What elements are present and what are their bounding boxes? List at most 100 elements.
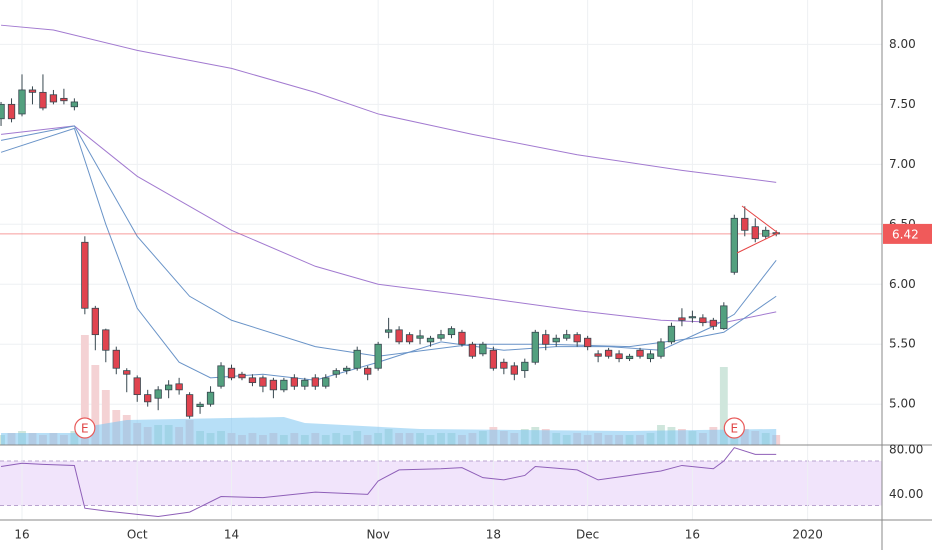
candle-body [573,334,581,343]
x-tick-label: Nov [366,528,389,542]
candle-body [227,367,236,379]
x-tick-label: 14 [224,528,239,542]
y-tick-label: 7.50 [889,97,916,111]
candle-body [7,103,16,120]
candle-body [416,335,424,339]
candle-body [688,316,697,319]
candle-body [144,394,152,403]
candle-body [322,377,330,387]
candle-body [594,353,602,357]
candle-body [563,334,571,339]
x-tick-label: 2020 [792,528,823,542]
candle-body [678,317,686,321]
candle-body [70,101,79,108]
candle-body [762,229,770,237]
volume-bar [80,335,89,445]
candle-body [730,217,738,273]
candle-body [0,103,5,120]
rsi-tick-label: 40.00 [889,487,923,501]
candle-body [625,355,634,360]
candle-body [426,337,435,343]
candle-body [521,361,529,372]
volume-bar [101,390,110,445]
candle-body [447,328,456,336]
candle-body [39,91,47,109]
candle-body [395,329,403,343]
candle-body [154,389,162,399]
candle-body [720,305,728,330]
candle-body [646,353,655,360]
candle-body [49,94,58,103]
candle-body [437,334,445,339]
candle-body [552,337,560,343]
candle-body [217,365,225,387]
y-tick-label: 5.50 [889,337,916,351]
candle-body [81,241,89,309]
candle-body [604,349,613,357]
candle-body [468,343,477,357]
candle-body [196,403,204,408]
earnings-marker [74,417,96,439]
candle-body [332,370,340,375]
candle-body [364,367,372,375]
x-tick-label: Dec [576,528,599,542]
candle-body [489,349,498,369]
candle-body [667,325,676,343]
y-tick-label: 7.00 [889,157,916,171]
volume-ma-area [1,417,777,445]
candle-body [374,343,382,369]
ma-line [1,24,777,183]
candle-body [741,217,749,231]
candle-body [615,353,623,360]
candle-body [102,329,110,351]
y-tick-label: 6.00 [889,277,916,291]
x-tick-label: 18 [486,528,501,542]
candles-layer [0,74,780,419]
candle-body [458,331,466,345]
candle-body [500,361,508,369]
candle-body [269,379,278,391]
candle-body [510,365,518,375]
earnings-label: E [81,422,89,436]
candle-body [248,377,257,384]
earnings-label: E [731,422,739,436]
candle-body [60,97,68,102]
candle-body [542,334,550,345]
y-tick-label: 5.00 [889,397,916,411]
candle-body [238,373,246,379]
volume-bar [91,365,100,445]
rsi-band [0,461,882,506]
candle-body [479,343,487,355]
candle-body [290,377,298,387]
candle-body [123,370,131,375]
last-price-box [883,223,932,244]
candle-body [133,377,141,396]
candle-body [91,307,99,336]
volume-bar [719,367,728,445]
candle-body [384,329,393,333]
candle-body [709,319,717,327]
candle-body [18,89,26,115]
candle-body [353,349,361,369]
candle-body [657,341,665,357]
candle-body [280,379,288,391]
candle-body [28,89,37,93]
candle-body [343,367,351,372]
triangle-drawing [736,205,779,254]
candle-body [112,349,120,369]
candle-body [301,379,309,387]
y-tick-label: 8.00 [889,37,916,51]
rsi-tick-label: 80.00 [889,442,923,456]
last-price-label: 6.42 [892,227,919,241]
rsi-line [0,447,777,518]
candle-body [636,349,644,357]
candle-body [165,384,173,391]
candle-body [751,226,759,240]
candle-body [259,377,267,387]
candle-body [405,334,414,343]
candle-body [185,394,194,417]
